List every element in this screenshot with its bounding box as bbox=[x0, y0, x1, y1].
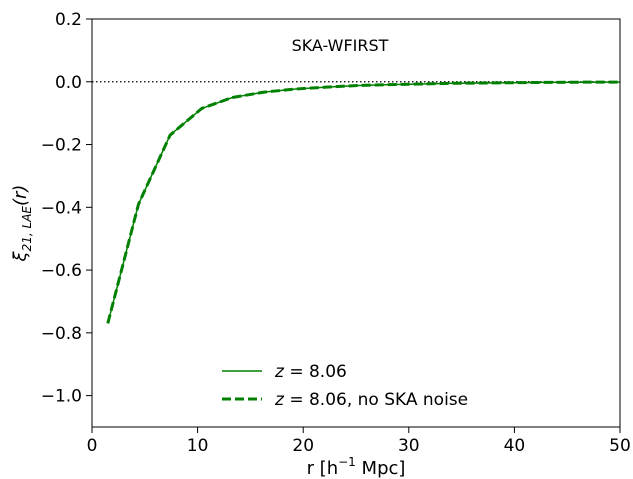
y-tick-label: −0.2 bbox=[41, 136, 82, 156]
x-tick-label: 50 bbox=[609, 436, 631, 456]
x-axis-label: r [h−1 Mpc] bbox=[307, 455, 406, 479]
plot-frame bbox=[91, 18, 621, 428]
annotation-label: SKA-WFIRST bbox=[292, 36, 389, 55]
y-tick-label: −0.6 bbox=[41, 261, 82, 281]
x-tick-label: 20 bbox=[292, 436, 314, 456]
x-tick-label: 0 bbox=[87, 436, 98, 456]
x-tick-label: 40 bbox=[504, 436, 526, 456]
y-tick-label: −1.0 bbox=[41, 387, 82, 407]
y-tick-label: 0.2 bbox=[55, 10, 82, 30]
series-line-no-ska-noise bbox=[106, 80, 620, 324]
y-tick-label: −0.4 bbox=[41, 198, 82, 218]
plot-area bbox=[92, 19, 620, 427]
x-tick-label: 30 bbox=[398, 436, 420, 456]
y-tick-label: 0.0 bbox=[55, 73, 82, 93]
y-axis-label: ξ21, LAE(r) bbox=[10, 185, 34, 263]
legend: z = 8.06 z = 8.06, no SKA noise bbox=[222, 362, 468, 410]
legend-label-solid: z = 8.06 bbox=[274, 362, 347, 382]
legend-label-dashed: z = 8.06, no SKA noise bbox=[274, 390, 468, 410]
x-tick-label: 10 bbox=[187, 436, 209, 456]
y-tick-label: −0.8 bbox=[41, 324, 82, 344]
